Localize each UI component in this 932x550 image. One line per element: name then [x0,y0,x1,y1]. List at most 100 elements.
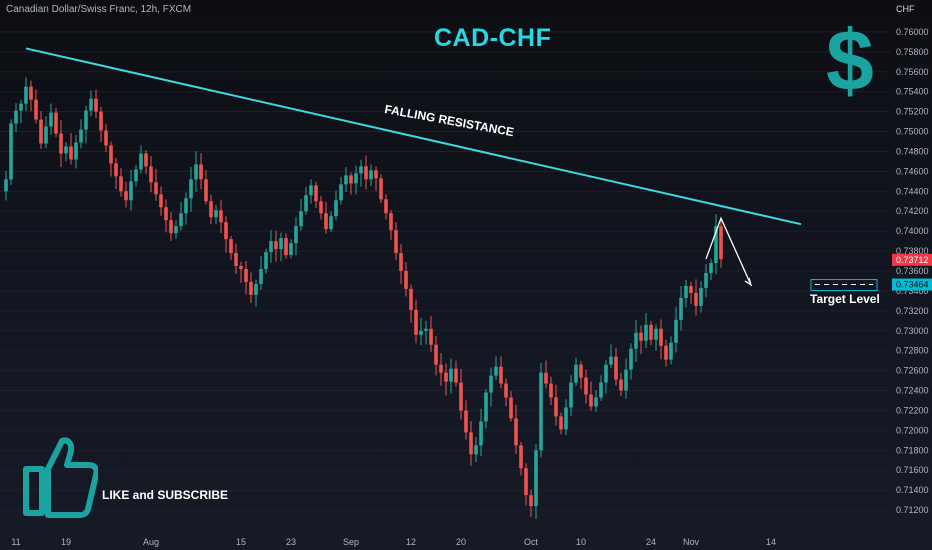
candle-body [459,382,463,411]
candle-body [104,130,108,146]
candle-body [24,86,28,104]
candle-body [339,184,343,201]
candle-body [489,375,493,393]
candle-body [299,211,303,227]
candle-body [114,163,118,177]
price-tick-label: 0.73400 [896,286,929,296]
candle-body [64,146,68,154]
candle-body [439,364,443,373]
candle-body [719,226,723,260]
candle-body [554,397,558,417]
price-tick-label: 0.73800 [896,246,929,256]
grid-layer [0,31,890,511]
candle-body [219,210,223,223]
candle-body [304,195,308,212]
time-axis[interactable]: 11 19 Aug 15 23 Sep 12 20 Oct 10 24 Nov 14 [11,537,776,547]
candle-body [394,230,398,254]
candle-body [289,243,293,256]
price-tick-label: 0.75400 [896,87,929,97]
candle-body [99,111,103,131]
candle-body [704,272,708,288]
candle-body [39,119,43,144]
time-tick-label: 12 [406,537,416,547]
price-tick-label: 0.72800 [896,346,929,356]
candle-body [369,170,373,180]
time-tick-label: 23 [286,537,296,547]
price-tick-label: 0.71800 [896,445,929,455]
candle-body [294,226,298,244]
candle-body [239,266,243,270]
dollar-sign-icon: $ [826,13,874,109]
candle-body [314,185,318,202]
candle-body [549,383,553,398]
candle-body [149,166,153,183]
thumbs-up-icon [23,437,98,518]
candle-body [484,392,488,422]
candle-body [209,201,213,218]
candle-body [654,328,658,340]
falling-resistance-line [25,47,802,226]
candle-body [564,407,568,430]
candle-body [624,369,628,391]
candle-body [494,366,498,376]
candle-body [424,328,428,331]
candle-body [464,410,468,433]
price-tick-label: 0.71400 [896,485,929,495]
candle-body [524,468,528,496]
candle-body [444,372,448,382]
candle-body [309,185,313,196]
candle-body [334,200,338,217]
candle-body [164,207,168,221]
candle-body [139,153,143,170]
candle-body [184,198,188,214]
current-price-badge [892,253,932,266]
time-tick-label: 14 [766,537,776,547]
candle-body [119,176,123,192]
candle-body [574,364,578,383]
candle-body [259,269,263,284]
candle-body [504,383,508,398]
candle-body [674,319,678,343]
candle-body [599,382,603,398]
candle-body [699,287,703,306]
candle-body [214,210,218,218]
candle-body [474,445,478,455]
candle-body [509,397,513,419]
candles-layer [4,77,723,520]
candle-body [109,145,113,164]
candle-body [514,418,518,446]
candle-body [9,123,13,180]
candle-body [429,328,433,345]
candle-body [479,421,483,446]
candle-body [604,364,608,383]
price-tick-label: 0.73600 [896,266,929,276]
candle-body [379,178,383,200]
candle-body [529,495,533,507]
target-price-label: 0.73464 [896,280,929,290]
candle-body [274,241,278,250]
time-tick-label: 10 [576,537,586,547]
candle-body [284,238,288,256]
price-tick-label: 0.72600 [896,366,929,376]
price-axis[interactable]: 0.76000 0.75800 0.75600 0.75400 0.75200 0.750… [892,27,932,515]
time-tick-label: 15 [236,537,246,547]
candle-body [159,194,163,208]
candle-body [79,129,83,143]
candle-body [579,364,583,378]
candle-body [359,166,363,174]
candle-body [319,201,323,214]
candle-body [629,348,633,370]
chart-title: CAD-CHF [434,24,552,52]
candle-body [49,112,53,127]
candle-body [594,397,598,407]
candle-body [409,288,413,310]
candle-body [194,164,198,180]
candle-body [639,332,643,341]
candle-body [689,285,693,293]
candle-body [4,179,8,192]
price-tick-label: 0.74800 [896,146,929,156]
price-tick-label: 0.73000 [896,326,929,336]
axis-unit: CHF [896,4,915,14]
